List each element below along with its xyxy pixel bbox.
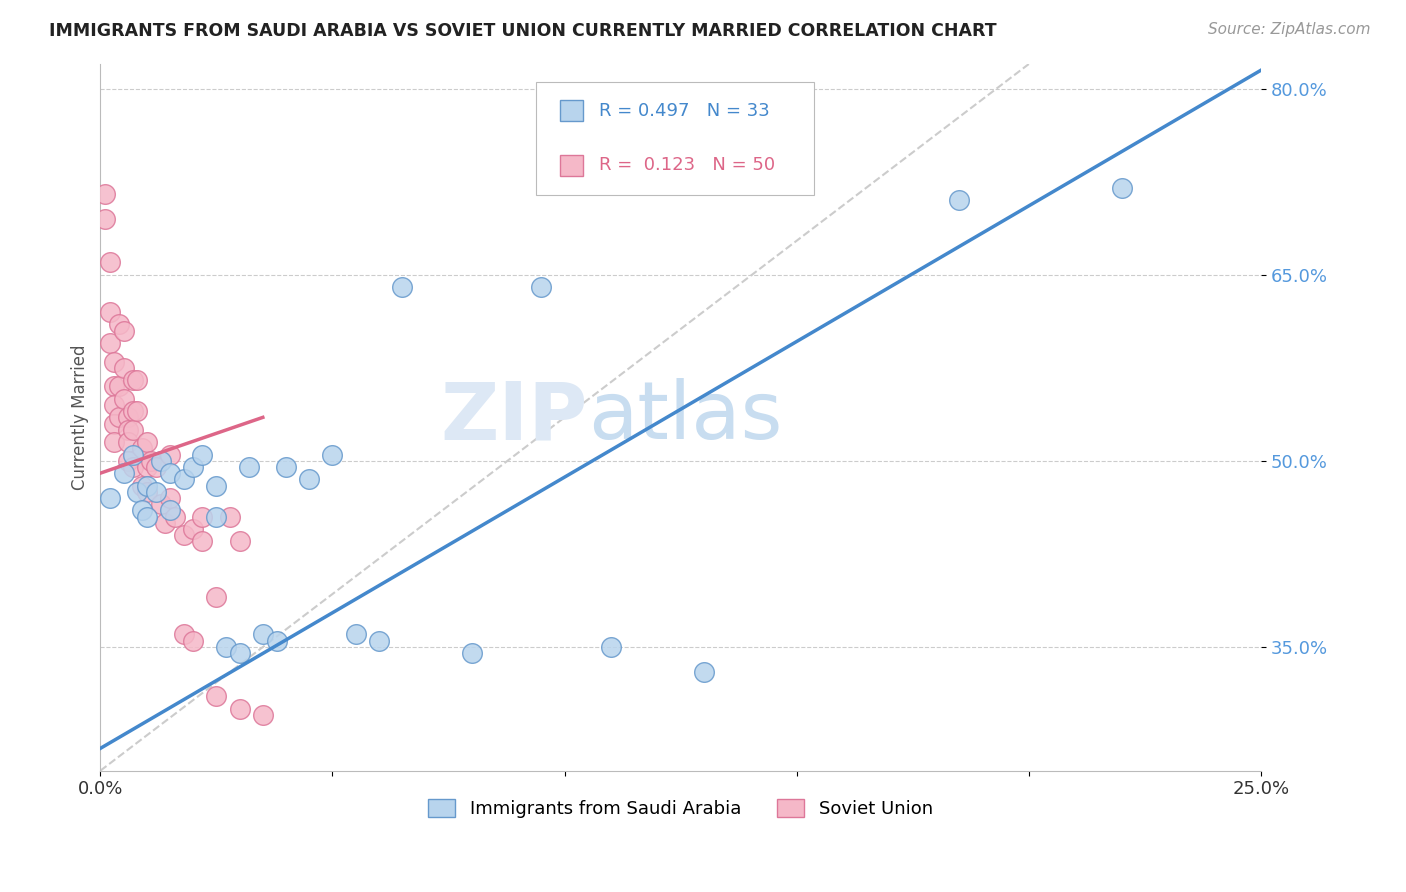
Point: [141, 454, 163, 468]
Point: [205, 590, 228, 604]
Point: [181, 633, 204, 648]
Point: [103, 398, 125, 412]
Point: [108, 318, 131, 332]
Point: [94, 187, 117, 202]
Point: [159, 466, 181, 480]
Text: ZIP: ZIP: [440, 378, 588, 457]
Point: [94, 212, 117, 227]
Point: [127, 484, 149, 499]
Point: [121, 460, 143, 475]
Point: [131, 503, 153, 517]
Point: [112, 324, 135, 338]
Point: [103, 435, 125, 450]
Point: [108, 410, 131, 425]
Point: [215, 640, 238, 654]
Text: atlas: atlas: [588, 378, 782, 457]
Point: [135, 460, 157, 475]
Point: [121, 404, 143, 418]
Point: [98, 336, 121, 351]
Point: [98, 255, 121, 269]
Point: [121, 373, 143, 387]
Point: [149, 454, 172, 468]
Point: [461, 646, 484, 660]
Point: [219, 509, 242, 524]
Point: [205, 509, 228, 524]
Point: [274, 460, 297, 475]
FancyBboxPatch shape: [536, 82, 814, 194]
Point: [135, 478, 157, 492]
Point: [145, 484, 167, 499]
Text: R =  0.123   N = 50: R = 0.123 N = 50: [599, 156, 776, 174]
Point: [191, 509, 214, 524]
Point: [181, 522, 204, 536]
Point: [159, 448, 181, 462]
Point: [112, 466, 135, 480]
Point: [135, 435, 157, 450]
Point: [163, 509, 186, 524]
Point: [205, 690, 228, 704]
Point: [252, 707, 274, 722]
Point: [181, 460, 204, 475]
Point: [205, 478, 228, 492]
Point: [600, 640, 623, 654]
Point: [149, 497, 172, 511]
Point: [98, 305, 121, 319]
Point: [228, 534, 250, 549]
FancyBboxPatch shape: [560, 100, 583, 121]
Point: [391, 280, 413, 294]
Point: [530, 280, 553, 294]
Point: [298, 472, 321, 486]
Point: [121, 423, 143, 437]
Text: Source: ZipAtlas.com: Source: ZipAtlas.com: [1208, 22, 1371, 37]
Point: [367, 633, 389, 648]
Point: [228, 702, 250, 716]
Point: [252, 627, 274, 641]
Point: [103, 354, 125, 368]
Legend: Immigrants from Saudi Arabia, Soviet Union: Immigrants from Saudi Arabia, Soviet Uni…: [420, 791, 941, 825]
Point: [103, 379, 125, 393]
Point: [117, 410, 139, 425]
Point: [155, 516, 177, 530]
Point: [693, 665, 716, 679]
Point: [145, 460, 167, 475]
Point: [117, 423, 139, 437]
Point: [112, 360, 135, 375]
Point: [173, 627, 195, 641]
Point: [191, 448, 214, 462]
Point: [127, 404, 149, 418]
Point: [173, 528, 195, 542]
Point: [191, 534, 214, 549]
Point: [135, 484, 157, 499]
Point: [112, 392, 135, 406]
Point: [131, 442, 153, 456]
Point: [108, 379, 131, 393]
Point: [135, 509, 157, 524]
Text: R = 0.497   N = 33: R = 0.497 N = 33: [599, 102, 770, 120]
FancyBboxPatch shape: [560, 154, 583, 176]
Point: [1111, 181, 1133, 195]
Point: [228, 646, 250, 660]
Point: [117, 454, 139, 468]
Point: [131, 478, 153, 492]
Point: [948, 194, 970, 208]
Point: [266, 633, 288, 648]
Point: [159, 503, 181, 517]
Point: [117, 435, 139, 450]
Point: [98, 491, 121, 505]
Point: [127, 373, 149, 387]
Point: [159, 491, 181, 505]
Point: [173, 472, 195, 486]
Point: [321, 448, 343, 462]
Point: [103, 417, 125, 431]
Text: IMMIGRANTS FROM SAUDI ARABIA VS SOVIET UNION CURRENTLY MARRIED CORRELATION CHART: IMMIGRANTS FROM SAUDI ARABIA VS SOVIET U…: [49, 22, 997, 40]
Y-axis label: Currently Married: Currently Married: [72, 344, 89, 490]
Point: [238, 460, 260, 475]
Point: [344, 627, 367, 641]
Point: [121, 448, 143, 462]
